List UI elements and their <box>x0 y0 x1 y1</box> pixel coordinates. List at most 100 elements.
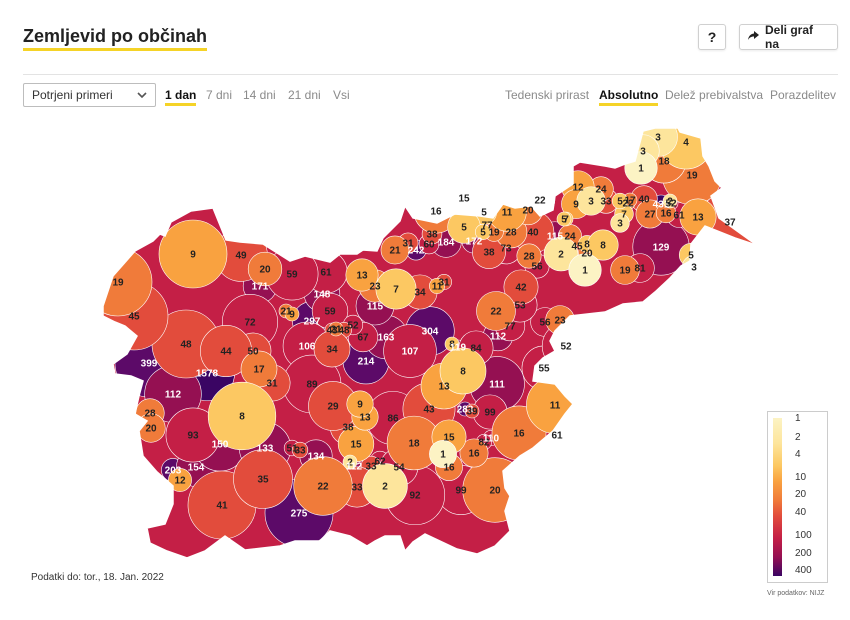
municipality-value-label: 40 <box>527 228 539 239</box>
municipality-area[interactable] <box>429 278 445 294</box>
municipality-value-label: 16 <box>660 209 672 220</box>
tab-weekly-growth[interactable]: Tedenski prirast <box>505 88 590 102</box>
municipality-area[interactable] <box>516 243 542 269</box>
municipality-area[interactable] <box>576 186 606 216</box>
municipality-value-label: 54 <box>393 463 405 474</box>
municipality-area[interactable] <box>158 219 228 289</box>
municipality-area[interactable] <box>587 229 619 261</box>
municipality-area[interactable] <box>328 321 344 337</box>
municipality-value-label: 38 <box>426 230 438 241</box>
municipality-value-label: 20 <box>145 424 157 435</box>
tab-period-1-day[interactable]: 1 dan <box>165 88 197 106</box>
municipality-value-label: 20 <box>581 249 593 260</box>
municipality-value-label: 112 <box>490 332 507 343</box>
data-date-note: Podatki do: tor., 18. Jan. 2022 <box>31 572 164 583</box>
municipality-area[interactable] <box>207 381 277 451</box>
municipality-area[interactable] <box>342 454 358 470</box>
municipality-area[interactable] <box>284 306 300 322</box>
municipality-area[interactable] <box>610 255 640 285</box>
municipality-area[interactable] <box>362 463 408 509</box>
municipality-value-label: 5 <box>617 197 623 208</box>
help-button[interactable]: ? <box>698 24 726 50</box>
municipality-value-label: 52 <box>560 342 572 353</box>
municipality-value-label: 16 <box>430 207 442 218</box>
municipality-area[interactable] <box>476 291 516 331</box>
municipality-value-label: 22 <box>490 307 502 318</box>
tab-period-all[interactable]: Vsi <box>333 88 350 102</box>
municipality-area[interactable] <box>291 441 309 459</box>
municipality-area[interactable] <box>464 403 480 419</box>
municipality-value-label: 19 <box>112 278 124 289</box>
municipality-value-label: 27 <box>644 210 656 221</box>
tab-distribution[interactable]: Porazdelitev <box>770 88 837 102</box>
municipality-value-label: 15 <box>458 194 470 205</box>
legend-label: 200 <box>795 548 812 559</box>
municipality-value-label: 112 <box>165 390 182 401</box>
municipality-value-label: 82 <box>478 438 490 449</box>
municipality-value-label: 9 <box>357 400 363 411</box>
case-type-select[interactable]: Potrjeni primeri <box>23 83 156 107</box>
municipality-value-label: 38 <box>483 248 495 259</box>
municipality-value-label: 3 <box>691 263 697 274</box>
municipality-value-label: 2 <box>558 250 564 261</box>
municipality-value-label: 48 <box>180 340 192 351</box>
municipality-value-label: 33 <box>600 197 612 208</box>
tab-period-7-days[interactable]: 7 dni <box>206 88 233 102</box>
municipality-area[interactable] <box>293 456 353 516</box>
municipality-value-label: 28 <box>505 228 517 239</box>
municipality-value-label: 133 <box>257 444 274 455</box>
municipality-area[interactable] <box>503 269 539 305</box>
municipality-value-label: 203 <box>165 466 182 477</box>
municipality-value-label: 17 <box>624 196 636 207</box>
municipality-value-label: 20 <box>489 486 501 497</box>
municipality-area[interactable] <box>233 449 293 509</box>
municipality-value-label: 3 <box>640 147 646 158</box>
municipality-area[interactable] <box>383 324 437 378</box>
municipality-area[interactable] <box>345 258 379 292</box>
municipality-area[interactable] <box>429 440 457 468</box>
municipality-area[interactable] <box>375 268 417 310</box>
tab-population-share[interactable]: Delež prebivalstva <box>665 88 764 102</box>
municipality-area[interactable] <box>556 211 572 227</box>
data-source-note: Vir podatkov: NIJZ <box>767 590 825 597</box>
municipality-value-label: 9 <box>190 250 196 261</box>
municipality-area[interactable] <box>611 192 629 210</box>
municipality-area[interactable] <box>439 347 487 395</box>
tab-absolute[interactable]: Absolutno <box>599 88 659 106</box>
municipality-area[interactable] <box>568 253 602 287</box>
municipality-area[interactable] <box>459 438 489 468</box>
municipality-area[interactable] <box>200 325 252 377</box>
municipality-area[interactable] <box>543 236 579 272</box>
municipality-value-label: 15 <box>350 440 362 451</box>
municipality-value-label: 242 <box>408 246 425 257</box>
municipality-value-label: 8 <box>600 241 606 252</box>
municipality-value-label: 214 <box>358 357 375 368</box>
municipality-area[interactable] <box>475 224 491 240</box>
share-button[interactable]: Deli graf na <box>739 23 838 51</box>
case-type-value: Potrjeni primeri <box>32 88 113 102</box>
municipality-value-label: 62 <box>374 457 386 468</box>
municipality-area[interactable] <box>346 390 374 418</box>
municipality-area[interactable] <box>247 251 283 287</box>
tab-period-14-days[interactable]: 14 dni <box>243 88 276 102</box>
municipality-value-label: 44 <box>220 347 232 358</box>
municipality-value-label: 67 <box>357 333 369 344</box>
municipality-area[interactable] <box>380 235 410 265</box>
municipality-value-label: 171 <box>252 282 269 293</box>
municipality-value-label: 92 <box>409 491 421 502</box>
municipality-value-label: 2 <box>382 482 388 493</box>
municipality-value-label: 50 <box>247 347 259 358</box>
legend-label: 10 <box>795 472 807 483</box>
legend-label: 40 <box>795 507 807 518</box>
municipality-value-label: 399 <box>141 359 158 370</box>
municipality-area[interactable] <box>662 193 678 209</box>
tab-period-21-days[interactable]: 21 dni <box>288 88 321 102</box>
municipality-value-label: 119 <box>450 343 467 354</box>
municipality-value-label: 16 <box>443 463 455 474</box>
municipality-area[interactable] <box>168 468 192 492</box>
municipality-value-label: 21 <box>280 307 292 318</box>
municipality-area[interactable] <box>610 213 630 233</box>
municipality-value-label: 129 <box>653 243 670 254</box>
municipality-value-label: 51 <box>286 444 298 455</box>
